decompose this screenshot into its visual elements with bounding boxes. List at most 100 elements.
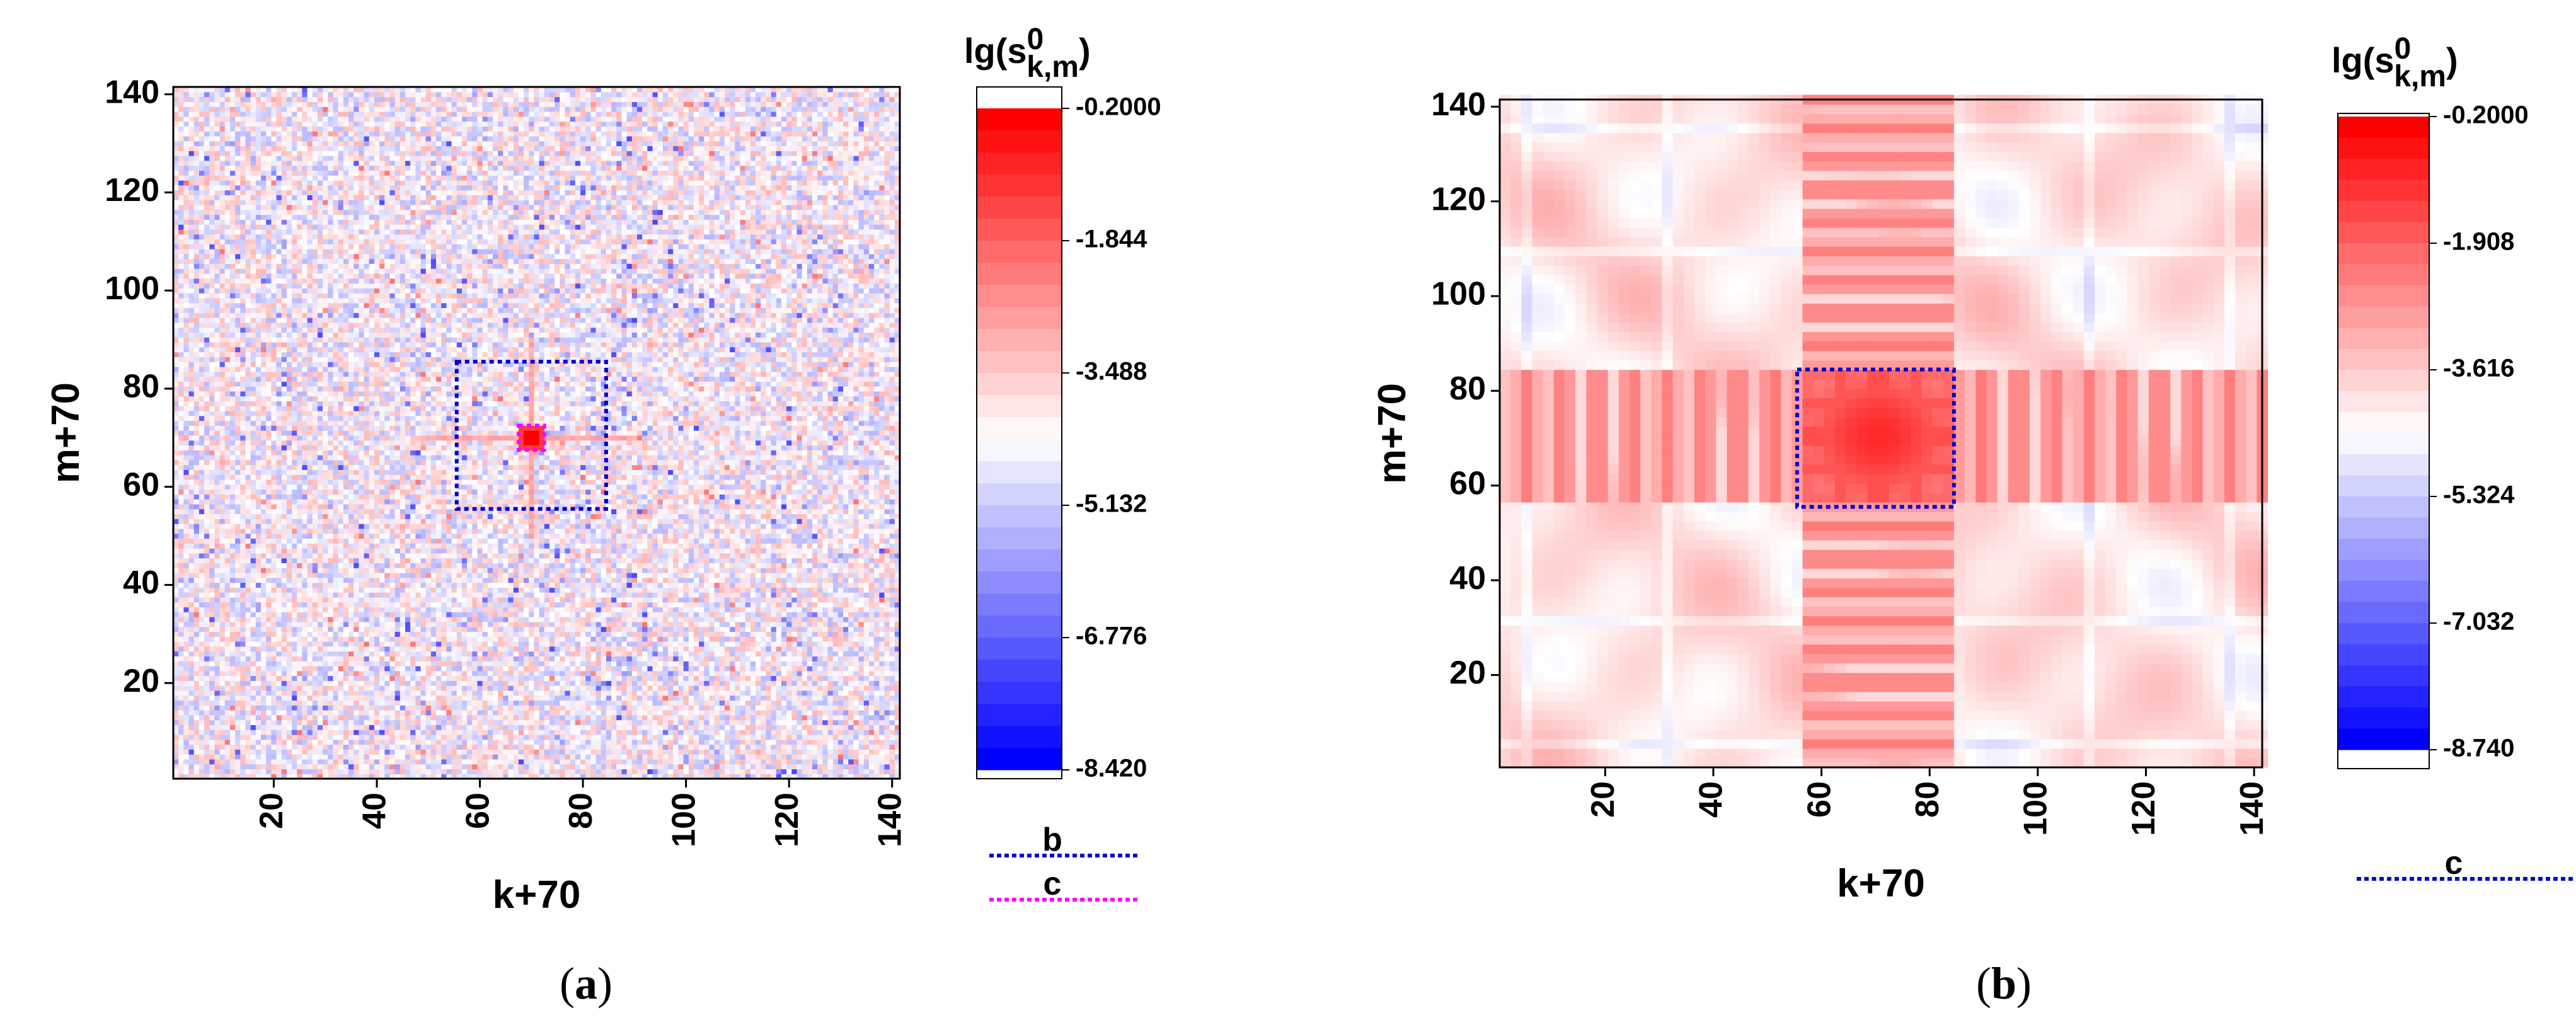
heatmap-cell [400, 720, 406, 725]
heatmap-cell [446, 710, 452, 715]
heatmap-cell [616, 764, 622, 769]
heatmap-cell [400, 769, 406, 774]
heatmap-cell [209, 749, 215, 754]
heatmap-cell [379, 754, 385, 759]
heatmap-cell [555, 715, 560, 720]
heatmap-cell [209, 720, 215, 725]
heatmap-cell [853, 710, 859, 715]
heatmap-cell [565, 764, 570, 769]
heatmap-cell [483, 740, 488, 745]
heatmap-cell [287, 705, 292, 710]
heatmap-cell [534, 720, 539, 725]
heatmap-cell [302, 740, 308, 745]
heatmap-cell [509, 730, 514, 735]
heatmap-cell [374, 744, 380, 749]
heatmap-cell [781, 730, 787, 735]
heatmap-cell [791, 735, 797, 740]
heatmap-cell [565, 740, 570, 745]
heatmap-cell [560, 749, 565, 754]
heatmap-cell [472, 744, 478, 749]
heatmap-cell [477, 749, 483, 754]
heatmap-cell [606, 720, 612, 725]
heatmap-cell [822, 769, 828, 774]
heatmap-cell [354, 744, 359, 749]
heatmap-cell [874, 764, 880, 769]
heatmap-cell [235, 720, 241, 725]
heatmap-cell [864, 720, 870, 725]
heatmap-cell [864, 710, 870, 715]
heatmap-cell [204, 705, 210, 710]
heatmap-cell [261, 725, 267, 730]
heatmap-cell [637, 730, 643, 735]
heatmap-cell [194, 705, 200, 710]
heatmap-cell [735, 740, 740, 745]
heatmap-cell [220, 710, 226, 715]
heatmap-cell [313, 735, 318, 740]
heatmap-cell [590, 754, 596, 759]
heatmap-cell [771, 764, 777, 769]
heatmap-cell [647, 710, 653, 715]
heatmap-cell [580, 754, 586, 759]
heatmap-cell [725, 744, 730, 749]
heatmap-cell [585, 764, 591, 769]
heatmap-cell [616, 720, 622, 725]
heatmap-cell [756, 710, 761, 715]
heatmap-cell [555, 740, 560, 745]
heatmap-cell [699, 725, 704, 730]
heatmap-cell [776, 759, 782, 764]
heatmap-cell [689, 769, 694, 774]
heatmap-cell [389, 730, 395, 735]
heatmap-cell [627, 754, 633, 759]
heatmap-cell [364, 754, 370, 759]
heatmap-cell [431, 744, 437, 749]
heatmap-cell [415, 710, 421, 715]
heatmap-cell [673, 730, 679, 735]
heatmap-cell [699, 754, 704, 759]
heatmap-cell [689, 720, 694, 725]
heatmap-cell [178, 725, 184, 730]
heatmap-cell [776, 720, 782, 725]
heatmap-cell [539, 730, 545, 735]
heatmap-cell [462, 744, 468, 749]
heatmap-cell [544, 720, 550, 725]
heatmap-cell [529, 735, 534, 740]
heatmap-cell [323, 759, 328, 764]
heatmap-cell [256, 749, 262, 754]
heatmap-cell [859, 764, 865, 769]
heatmap-cell [853, 754, 859, 759]
heatmap-cell [348, 720, 354, 725]
heatmap-cell [756, 759, 761, 764]
heatmap-cell [282, 705, 287, 710]
heatmap-cell [251, 744, 256, 749]
heatmap-cell [802, 769, 808, 774]
heatmap-cell [596, 720, 602, 725]
heatmap-cell [266, 725, 272, 730]
heatmap-cell [673, 759, 679, 764]
heatmap-cell [601, 735, 607, 740]
heatmap-cell [503, 735, 509, 740]
heatmap-cell [436, 710, 442, 715]
heatmap-cell [776, 769, 782, 774]
heatmap-cell [287, 749, 292, 754]
heatmap-cell [879, 720, 885, 725]
heatmap-cell [204, 710, 210, 715]
heatmap-cell [379, 744, 385, 749]
heatmap-cell [766, 725, 771, 730]
heatmap-cell [436, 759, 442, 764]
heatmap-cell [570, 720, 576, 725]
heatmap-cell [590, 744, 596, 749]
heatmap-cell [256, 730, 262, 735]
heatmap-cell [199, 705, 205, 710]
heatmap-cell [570, 754, 576, 759]
heatmap-cell [735, 715, 740, 720]
heatmap-cell [796, 710, 802, 715]
heatmap-cell [421, 715, 427, 720]
heatmap-cell [395, 730, 401, 735]
heatmap-cell [333, 744, 339, 749]
heatmap-cell [287, 769, 292, 774]
heatmap-cell [791, 730, 797, 735]
heatmap-cell [637, 710, 643, 715]
heatmap-cell [632, 754, 638, 759]
heatmap-cell [338, 759, 344, 764]
heatmap-cell [457, 744, 463, 749]
